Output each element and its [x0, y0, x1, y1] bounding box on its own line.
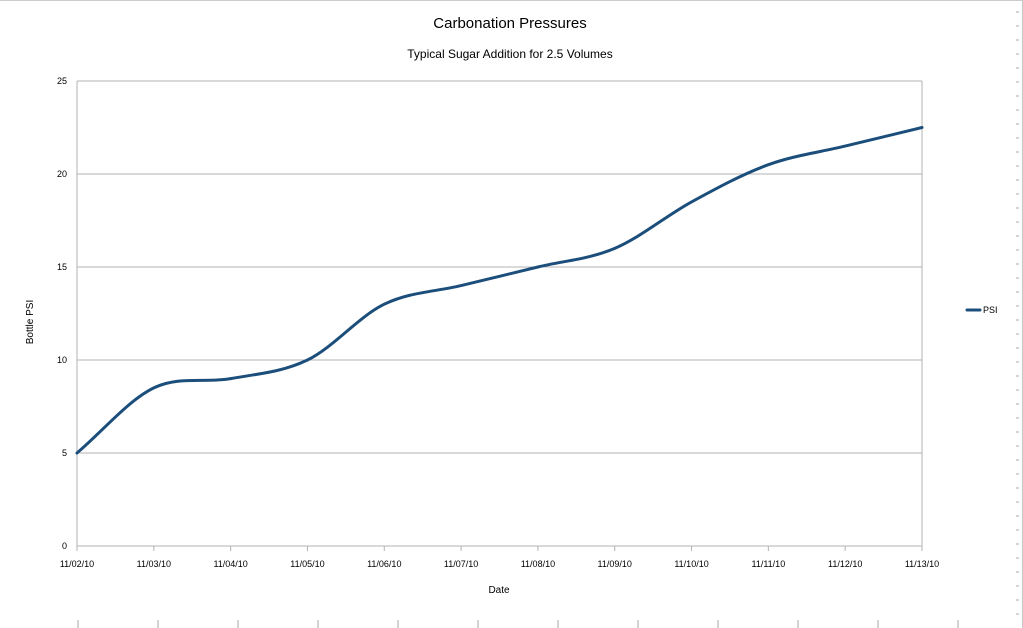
x-tick-label: 11/09/10 — [598, 559, 632, 569]
y-tick-label: 20 — [57, 169, 67, 179]
data-point — [690, 200, 693, 204]
x-tick-label: 11/03/10 — [137, 559, 171, 569]
legend-label: PSI — [983, 305, 998, 315]
data-point — [229, 377, 232, 380]
x-tick-label: 11/11/10 — [752, 559, 786, 569]
data-point — [536, 265, 540, 269]
x-tick-labels: 11/02/10 11/03/10 11/04/10 11/05/10 11/06/10… — [60, 546, 939, 569]
x-axis-label: Date — [488, 585, 510, 596]
y-tick-label: 15 — [57, 262, 67, 272]
y-tick-label: 0 — [62, 541, 67, 551]
series-line-psi — [75, 126, 924, 455]
data-point — [843, 144, 847, 148]
data-point — [383, 303, 386, 306]
x-tick-label: 11/05/10 — [290, 559, 324, 569]
grid-lines — [76, 80, 923, 547]
y-tick-labels: 0 5 10 15 20 25 — [57, 76, 67, 551]
x-tick-label: 11/04/10 — [213, 559, 247, 569]
data-point — [767, 163, 770, 166]
data-point — [613, 247, 616, 250]
chart-title: Carbonation Pressures — [433, 15, 586, 32]
x-tick-label: 11/13/10 — [905, 559, 939, 569]
legend: PSI — [965, 305, 998, 315]
y-tick-label: 5 — [62, 448, 67, 458]
x-tick-label: 11/12/10 — [828, 559, 862, 569]
x-tick-label: 11/07/10 — [444, 559, 478, 569]
data-point — [459, 284, 463, 287]
x-tick-label: 11/08/10 — [521, 559, 555, 569]
data-point — [75, 451, 79, 455]
data-point — [152, 386, 156, 390]
y-tick-label: 25 — [57, 76, 67, 86]
chart-subtitle: Typical Sugar Addition for 2.5 Volumes — [407, 47, 612, 61]
x-tick-label: 11/10/10 — [674, 559, 708, 569]
x-tick-label: 11/02/10 — [60, 559, 94, 569]
data-point — [306, 358, 309, 362]
y-tick-label: 10 — [57, 355, 67, 365]
data-point — [920, 126, 924, 129]
x-tick-label: 11/06/10 — [367, 559, 401, 569]
y-axis-label: Bottle PSI — [25, 300, 36, 344]
series-group — [75, 126, 924, 455]
